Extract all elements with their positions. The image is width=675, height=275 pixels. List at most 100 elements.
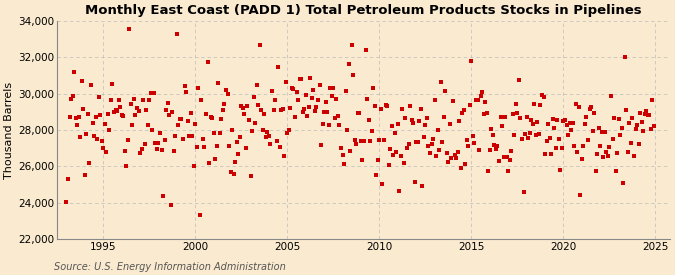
Point <box>95 113 105 117</box>
Point <box>570 102 581 107</box>
Point <box>561 123 572 128</box>
Point <box>300 93 311 97</box>
Point <box>630 127 641 131</box>
Point <box>358 138 369 143</box>
Point <box>306 96 317 100</box>
Point <box>322 109 333 114</box>
Point <box>232 140 242 144</box>
Point <box>205 114 216 119</box>
Point <box>130 113 141 118</box>
Point <box>626 141 637 146</box>
Point <box>628 154 639 158</box>
Point <box>61 199 72 204</box>
Point <box>138 98 148 102</box>
Point <box>113 98 124 103</box>
Point <box>398 161 409 166</box>
Point <box>141 108 152 112</box>
Point <box>493 159 504 163</box>
Point <box>539 152 550 156</box>
Point <box>634 110 645 115</box>
Point <box>239 112 250 117</box>
Point <box>252 103 263 108</box>
Point <box>434 148 445 153</box>
Point <box>555 167 566 172</box>
Point <box>311 105 322 109</box>
Point <box>508 112 518 117</box>
Point <box>415 107 426 111</box>
Point <box>429 98 440 102</box>
Point <box>245 174 256 178</box>
Point <box>250 121 261 125</box>
Point <box>344 62 354 66</box>
Point <box>437 140 448 144</box>
Point <box>462 138 472 142</box>
Point <box>633 142 644 147</box>
Point <box>618 181 628 185</box>
Point <box>148 91 159 95</box>
Point <box>479 112 489 116</box>
Point <box>380 103 391 108</box>
Point <box>541 139 552 144</box>
Point <box>155 131 165 135</box>
Point <box>474 148 485 153</box>
Point <box>389 131 400 135</box>
Point <box>297 109 308 114</box>
Point <box>601 149 612 154</box>
Point <box>621 108 632 112</box>
Point <box>532 119 543 124</box>
Point <box>566 128 576 132</box>
Point <box>356 139 367 144</box>
Point <box>178 137 188 141</box>
Point <box>176 116 187 121</box>
Point <box>521 115 532 120</box>
Point <box>75 134 86 139</box>
Point <box>340 88 351 93</box>
Point <box>142 123 153 128</box>
Point <box>190 122 200 126</box>
Point <box>329 116 340 120</box>
Point <box>379 138 389 142</box>
Point <box>549 126 560 130</box>
Point <box>271 139 282 143</box>
Point <box>199 145 210 149</box>
Point <box>612 151 622 155</box>
Point <box>425 151 435 155</box>
Point <box>468 133 479 138</box>
Point <box>575 193 586 197</box>
Point <box>248 95 259 99</box>
Point <box>104 128 115 132</box>
Point <box>607 136 618 141</box>
Point <box>445 122 456 126</box>
Point <box>452 150 463 154</box>
Point <box>495 115 506 119</box>
Point <box>181 90 192 95</box>
Point <box>385 147 396 151</box>
Point <box>509 133 520 137</box>
Point <box>609 116 620 120</box>
Point <box>428 137 439 141</box>
Point <box>417 183 428 188</box>
Point <box>308 88 319 93</box>
Point <box>233 152 244 156</box>
Point <box>543 122 554 127</box>
Point <box>230 160 240 164</box>
Point <box>84 161 95 165</box>
Point <box>584 106 595 111</box>
Point <box>290 115 300 119</box>
Point <box>610 169 621 174</box>
Point <box>641 109 651 113</box>
Point <box>121 164 132 168</box>
Point <box>217 108 228 112</box>
Point <box>394 188 405 193</box>
Point <box>624 121 634 125</box>
Point <box>627 116 638 120</box>
Point <box>403 142 414 146</box>
Point <box>354 111 364 115</box>
Point <box>563 133 574 138</box>
Point <box>535 103 546 108</box>
Point <box>374 138 385 142</box>
Point <box>348 73 358 78</box>
Point <box>103 112 113 116</box>
Point <box>186 110 196 115</box>
Point <box>470 97 481 102</box>
